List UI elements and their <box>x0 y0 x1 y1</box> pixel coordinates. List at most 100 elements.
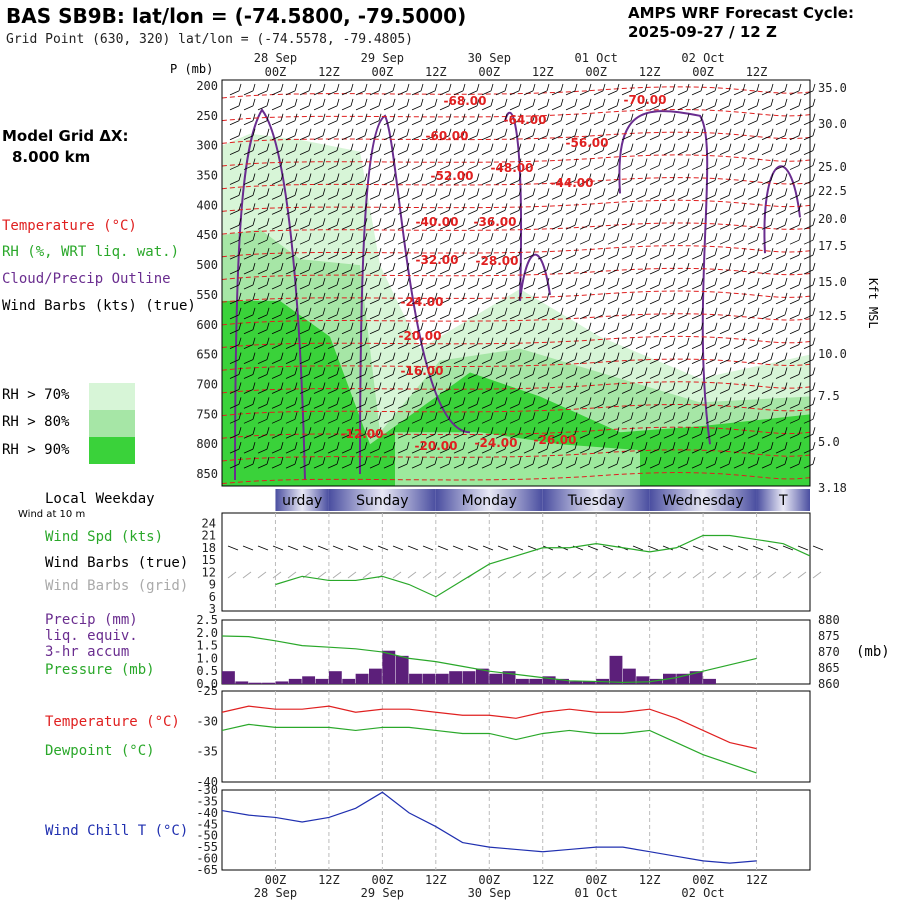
wind-barb-flag <box>770 367 774 375</box>
wind-barb <box>719 352 732 364</box>
wind-barb-flag <box>770 233 774 241</box>
wind-barb-flag <box>644 322 648 330</box>
wind-barb-staff <box>425 314 436 320</box>
wind-barb-flag <box>280 262 284 271</box>
wind-barb <box>327 307 340 320</box>
wind-barb <box>425 442 438 454</box>
wind-barb-flag <box>756 203 760 211</box>
wind-barb-flag <box>686 143 690 151</box>
pressure-tick: 700 <box>196 378 218 392</box>
wind-barb-staff <box>523 359 534 364</box>
top-time-tick: 00Z <box>265 65 287 79</box>
wind-barb <box>439 203 452 215</box>
wind-barb-staff <box>593 180 604 185</box>
wind-barb-staff <box>579 418 590 424</box>
surface-wind-barb-grid <box>707 571 717 579</box>
wind-barb-flag <box>266 173 270 181</box>
wind-barb-staff <box>397 463 408 469</box>
wind-barb <box>579 277 592 290</box>
wind-barb-flag <box>672 352 676 360</box>
wind-barb-flag <box>406 158 410 166</box>
wind-barb-staff <box>411 150 422 155</box>
wind-barb-flag <box>322 367 326 375</box>
pressure-tick: 750 <box>196 407 218 421</box>
wind-barb-staff <box>677 314 688 320</box>
wind-barb <box>621 248 634 260</box>
wind-barb <box>789 218 802 230</box>
wind-barb-staff <box>355 359 366 364</box>
wind-barb-staff <box>551 254 562 260</box>
wind-barb-flag <box>322 397 326 405</box>
wind-barb <box>425 113 438 126</box>
wind-barb-staff <box>593 463 604 469</box>
wind-barb-staff <box>397 90 408 96</box>
wind-barb-staff <box>243 418 254 424</box>
wind-barb <box>425 292 438 305</box>
wind-barb-staff <box>565 404 576 409</box>
wind-barb-staff <box>733 448 744 454</box>
wind-barb <box>509 262 522 275</box>
wind-barb-flag <box>434 173 438 181</box>
wind-barb <box>229 367 242 379</box>
wind-barb-staff <box>649 299 660 305</box>
wind-barb-flag <box>672 203 676 211</box>
wind-barb-staff <box>425 105 436 111</box>
wind-barb-flag <box>364 367 368 375</box>
wind-barb-flag <box>364 322 368 330</box>
wind-barb-staff <box>299 359 310 364</box>
wind-barb-flag <box>560 412 564 420</box>
wind-barbs-true-label: Wind Barbs (true) <box>45 555 189 571</box>
wind-barb-staff <box>537 404 548 409</box>
wind-barb <box>733 337 746 350</box>
wind-barb-staff <box>341 344 352 350</box>
wind-barb-staff <box>439 269 450 275</box>
wind-barbs-grid-label: Wind Barbs (grid) <box>45 578 189 594</box>
wind-barb <box>285 397 298 409</box>
wind-barb-staff <box>719 150 730 155</box>
wind-barb <box>677 277 690 290</box>
wind-barb-flag <box>350 322 354 330</box>
wind-barb-flag <box>532 143 536 151</box>
wind-barb-staff <box>775 165 786 170</box>
wind-barb-staff <box>243 433 254 439</box>
wind-barb <box>747 382 760 394</box>
wind-barb-flag <box>686 456 690 465</box>
wind-barb <box>411 113 424 126</box>
wind-barb-staff <box>691 180 702 185</box>
wind-barb <box>425 98 438 111</box>
wind-barb <box>453 143 466 155</box>
wind-barb-staff <box>467 165 478 170</box>
wind-barb-flag <box>420 83 424 92</box>
wind-barb-flag <box>574 412 578 420</box>
wind-barb-staff <box>523 344 534 350</box>
wind-barb <box>565 412 578 424</box>
wind-barb <box>467 337 480 350</box>
wind-barb <box>257 173 270 185</box>
surface-wind-barb-grid <box>662 571 672 579</box>
wind-barb-flag <box>742 233 746 241</box>
precip-bar <box>556 678 569 684</box>
surface-wind-barb-grid <box>677 571 687 579</box>
wind-barb-flag <box>658 248 662 256</box>
wind-barb-flag <box>546 98 550 106</box>
wind-barb <box>397 113 410 126</box>
wind-barb-flag <box>336 307 340 315</box>
wind-barb <box>523 158 536 170</box>
wind-barb-staff <box>467 195 478 200</box>
wind-barb-staff <box>523 254 534 260</box>
wind-barb <box>467 233 480 245</box>
wind-barb-flag <box>476 158 480 166</box>
wind-barb <box>439 218 452 230</box>
wind-barb-staff <box>719 344 730 350</box>
wind-barb <box>607 292 620 305</box>
wind-barb-flag <box>616 292 620 301</box>
wind-barb <box>579 233 592 245</box>
wind-barb-flag <box>434 397 438 405</box>
wind-barb-staff <box>355 165 366 170</box>
wind-barb-flag <box>770 292 774 301</box>
wind-barb-staff <box>565 209 576 215</box>
wind-barb-flag <box>588 83 592 92</box>
wind-barb-flag <box>364 173 368 181</box>
wind-barb-flag <box>784 442 788 450</box>
wind-barb <box>761 262 774 275</box>
